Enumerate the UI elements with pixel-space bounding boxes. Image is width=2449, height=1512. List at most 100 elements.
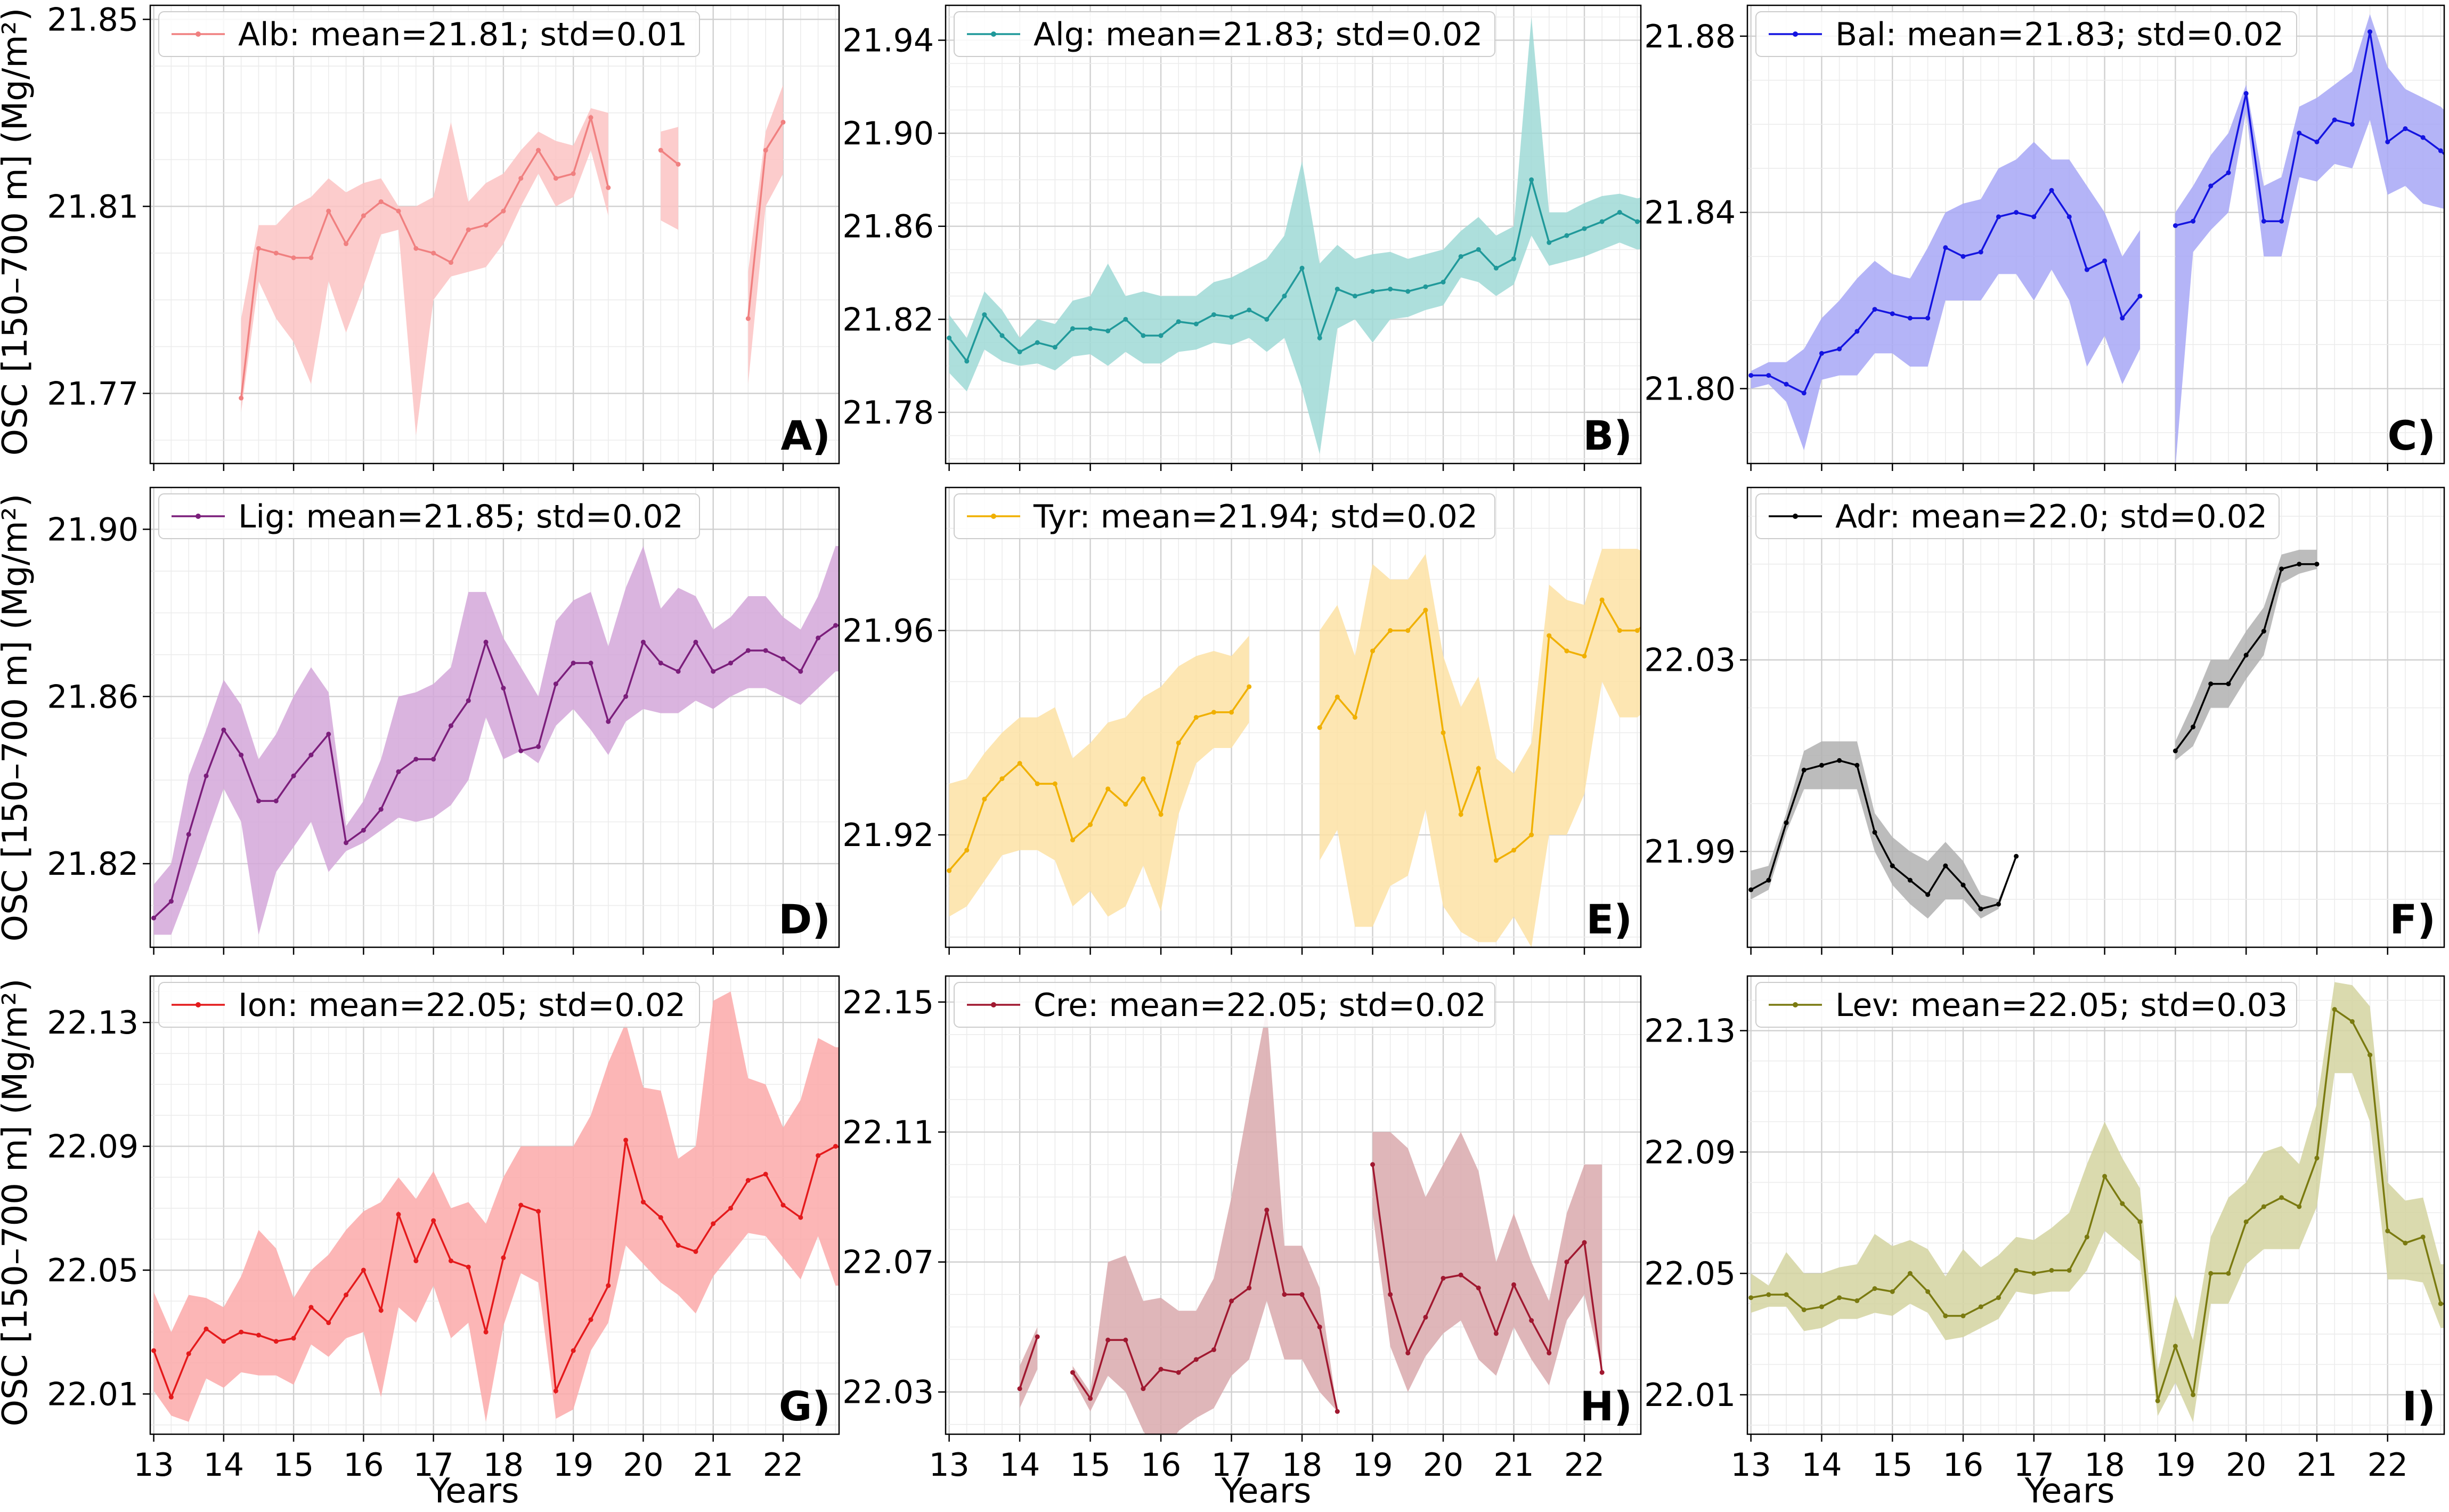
legend: Bal: mean=21.83; std=0.02 (1755, 11, 2297, 57)
data-point (1052, 345, 1057, 350)
data-point (2403, 126, 2408, 132)
data-point (1819, 1304, 1824, 1310)
data-point (2243, 91, 2249, 96)
data-point (2084, 1234, 2089, 1240)
data-point (964, 359, 970, 364)
data-point (1105, 328, 1111, 334)
data-point (1801, 1307, 1807, 1312)
uncertainty-band (153, 991, 839, 1422)
data-point (2420, 135, 2426, 140)
uncertainty-band (1072, 1008, 1338, 1434)
data-point (1264, 1207, 1270, 1213)
data-point (2031, 1271, 2037, 1276)
data-point (518, 748, 524, 753)
data-point (204, 773, 209, 778)
data-point (448, 1258, 453, 1264)
data-point (1088, 1396, 1093, 1401)
data-point (2279, 566, 2284, 572)
data-point (588, 115, 593, 120)
panel-f: 21.99 22.03 Adr: mean=22.0; std=0.02 F) (1644, 486, 2445, 955)
data-point (1748, 887, 1754, 892)
y-tick-label: 22.07 (842, 1244, 934, 1281)
data-point (2349, 121, 2355, 127)
data-point (1511, 256, 1517, 262)
data-point (2243, 653, 2249, 658)
y-axis-label-row-3: OSC [150–700 m] (Mg/m²) (0, 979, 35, 1427)
data-point (2173, 223, 2178, 228)
data-point (1299, 265, 1305, 271)
data-point (1158, 333, 1164, 338)
data-point (588, 661, 593, 666)
y-tick-label: 22.13 (47, 1004, 139, 1042)
data-point (1872, 1286, 1877, 1291)
data-point (1070, 838, 1075, 843)
data-point (1978, 1304, 1983, 1310)
data-point (553, 176, 558, 181)
data-point (1458, 1272, 1463, 1278)
series-line (948, 686, 1250, 872)
data-point (1801, 767, 1807, 773)
data-point (2191, 218, 2196, 224)
data-point (291, 1336, 296, 1341)
data-point (326, 208, 331, 214)
legend: Cre: mean=22.05; std=0.02 (954, 982, 1495, 1028)
x-tick-label: 17 (2014, 1446, 2054, 1484)
data-point (2385, 1228, 2390, 1233)
y-tick-label: 22.15 (842, 984, 934, 1021)
data-point (816, 1153, 821, 1158)
x-tick-label: 17 (1211, 1446, 1251, 1484)
data-point (1405, 289, 1411, 294)
data-point (536, 1209, 541, 1214)
data-point (1784, 1292, 1789, 1297)
data-point (396, 208, 401, 214)
legend: Adr: mean=22.0; std=0.02 (1755, 493, 2280, 539)
data-point (1335, 1409, 1340, 1414)
data-point (1070, 326, 1075, 331)
data-point (1599, 219, 1605, 224)
legend: Ion: mean=22.05; std=0.02 (158, 982, 700, 1028)
y-tick-label: 22.01 (47, 1376, 139, 1413)
data-point (1960, 1313, 1966, 1319)
data-point (658, 148, 663, 153)
data-point (536, 148, 541, 153)
data-point (1282, 1292, 1287, 1297)
data-point (658, 661, 663, 666)
data-point (964, 848, 970, 853)
series-line (1371, 1164, 1603, 1373)
uncertainty-band (153, 546, 839, 935)
data-point (1176, 319, 1181, 324)
data-point (1370, 1162, 1376, 1167)
data-point (1035, 1334, 1040, 1339)
data-point (1088, 326, 1093, 331)
data-point (1925, 892, 1931, 897)
data-point (1907, 877, 1913, 883)
data-point (571, 171, 576, 176)
data-point (308, 752, 314, 758)
y-tick-label: 21.99 (1644, 833, 1736, 871)
data-point (501, 1255, 506, 1261)
data-point (2279, 218, 2284, 224)
y-tick-label: 22.01 (1644, 1377, 1736, 1414)
y-tick-label: 22.11 (842, 1114, 934, 1151)
data-point (1458, 812, 1463, 817)
legend-label: Lig: mean=21.85; std=0.02 (238, 498, 684, 535)
plot-frame (945, 975, 1642, 1435)
data-point (1017, 349, 1022, 354)
series-area (947, 17, 1641, 454)
data-point (2261, 218, 2266, 224)
x-tick-label: 16 (343, 1446, 384, 1484)
y-tick-label: 22.03 (1644, 642, 1736, 679)
data-point (2314, 139, 2320, 144)
data-point (2226, 681, 2231, 687)
data-point (361, 213, 366, 218)
x-tick-label: 16 (1141, 1446, 1181, 1484)
x-tick-label: 19 (2155, 1446, 2195, 1484)
data-point (606, 1283, 611, 1288)
data-point (763, 1172, 768, 1177)
plot-frame (1746, 4, 2445, 465)
data-point (1141, 776, 1146, 782)
data-point (1564, 1259, 1569, 1265)
data-point (1890, 311, 1895, 316)
data-point (344, 1292, 349, 1298)
legend: Alb: mean=21.81; std=0.01 (158, 11, 700, 57)
